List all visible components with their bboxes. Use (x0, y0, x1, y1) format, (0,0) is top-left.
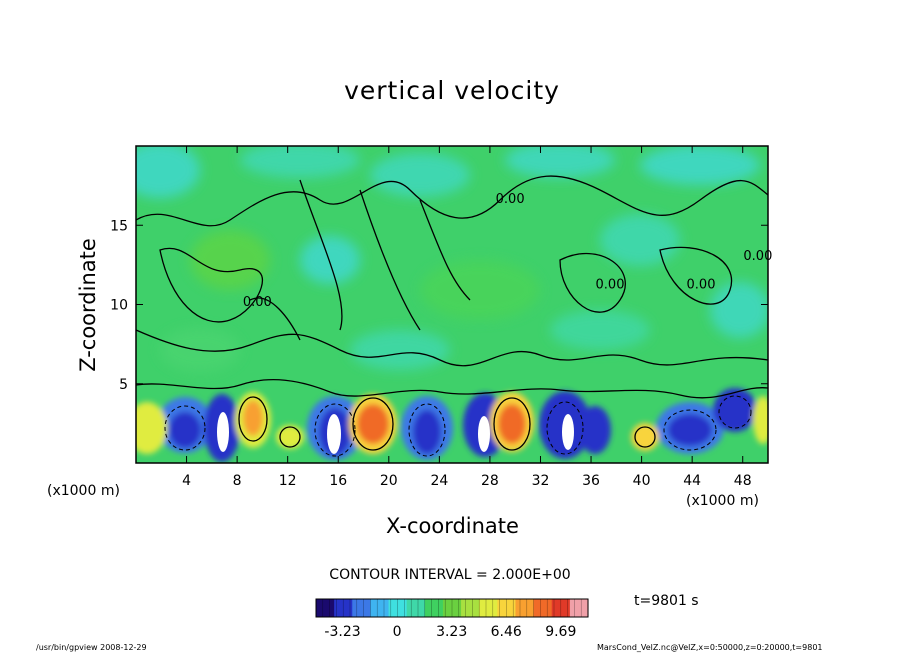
colorbar-cell (479, 599, 498, 617)
colorbar-cell (515, 599, 535, 617)
contour-label: 0.00 (243, 295, 272, 310)
footer-right: MarsCond_VelZ.nc@VelZ,x=0:50000,z=0:2000… (597, 643, 823, 652)
x-tick-label: 24 (430, 473, 448, 489)
colorbar-cell (442, 599, 462, 617)
colorbar-cell (406, 599, 426, 617)
colorbar-cell (551, 599, 571, 617)
colorbar-tick-label: 9.69 (545, 624, 576, 640)
contour-interval-text: CONTOUR INTERVAL = 2.000E+00 (329, 567, 571, 583)
y-tick-label: 5 (119, 377, 128, 393)
colorbar-cell (388, 599, 408, 617)
x-unit-right: (x1000 m) (686, 493, 759, 509)
footer-left: /usr/bin/gpview 2008-12-29 (36, 643, 147, 652)
x-tick-label: 32 (532, 473, 550, 489)
x-tick-label: 48 (734, 473, 752, 489)
x-tick-label: 16 (329, 473, 347, 489)
heatmap-field (136, 146, 768, 463)
x-tick-label: 20 (380, 473, 398, 489)
x-tick-label: 44 (683, 473, 701, 489)
colorbar-cell (569, 599, 589, 617)
x-tick-label: 4 (182, 473, 191, 489)
y-axis-label: Z-coordinate (76, 238, 100, 372)
x-tick-label: 8 (233, 473, 242, 489)
contour-lines (136, 175, 768, 451)
colorbar-cell (316, 599, 335, 617)
colorbar-cell (533, 599, 553, 617)
contour-label: 0.00 (743, 249, 772, 264)
contour-label: 0.00 (687, 278, 716, 293)
contour-label-layer: 0.00 0.00 0.00 0.00 0.00 (243, 192, 772, 310)
time-label: t=9801 s (634, 593, 699, 609)
contour-label: 0.00 (496, 192, 525, 207)
colorbar: -3.23 0 3.23 6.46 9.69 (315, 598, 589, 640)
colorbar-tick-label: -3.23 (324, 624, 360, 640)
x-tick-label: 40 (633, 473, 651, 489)
x-axis-label: X-coordinate (386, 514, 519, 538)
colorbar-cell (461, 599, 480, 617)
colorbar-cell (424, 599, 444, 617)
colorbar-cell (497, 599, 517, 617)
colorbar-cell (334, 599, 353, 617)
colorbar-cell (352, 599, 371, 617)
chart-title: vertical velocity (344, 76, 560, 105)
x-unit-left: (x1000 m) (47, 483, 120, 499)
y-tick-label: 10 (110, 298, 128, 314)
contour-label: 0.00 (596, 278, 625, 293)
y-tick-label: 15 (110, 218, 128, 234)
colorbar-tick-label: 3.23 (436, 624, 467, 640)
colorbar-tick-label: 0 (393, 624, 402, 640)
colorbar-tick-label: 6.46 (491, 624, 522, 640)
x-tick-label: 36 (582, 473, 600, 489)
colorbar-cell (370, 599, 390, 617)
x-tick-label: 28 (481, 473, 499, 489)
x-tick-label: 12 (279, 473, 297, 489)
